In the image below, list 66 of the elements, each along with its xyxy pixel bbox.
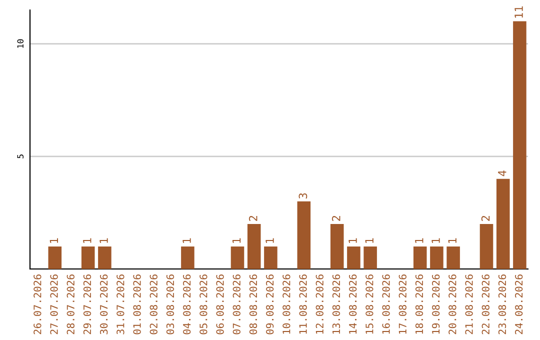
x-tick-label: 06.08.2026 (216, 274, 224, 334)
y-tick-label: 5 (17, 154, 24, 158)
x-tick-label: 14.08.2026 (349, 274, 357, 334)
x-tick-label: 16.08.2026 (382, 274, 390, 334)
x-tick-label: 02.08.2026 (150, 274, 158, 334)
x-tick-label: 01.08.2026 (133, 274, 141, 334)
x-tick-label: 28.07.2026 (66, 274, 74, 334)
data-label: 3 (298, 193, 308, 198)
bar (48, 246, 62, 269)
data-label: 4 (498, 170, 506, 176)
x-tick-label: 18.08.2026 (415, 274, 424, 334)
data-label: 1 (365, 238, 374, 243)
x-tick-label: 15.08.2026 (366, 274, 374, 334)
data-label: 1 (83, 238, 92, 243)
x-tick-label: 23.08.2026 (498, 274, 506, 334)
bar (98, 246, 112, 269)
data-label: 1 (182, 238, 191, 243)
bar (81, 246, 95, 269)
bar (446, 246, 460, 269)
x-tick-label: 10.08.2026 (282, 274, 290, 334)
data-label: 11 (514, 6, 523, 18)
x-tick-label: 27.07.2026 (50, 274, 58, 334)
data-label: 2 (332, 216, 340, 221)
bar (230, 246, 244, 269)
x-tick-label: 21.08.2026 (465, 274, 473, 334)
x-tick-label: 11.08.2026 (299, 274, 307, 334)
x-tick-label: 13.08.2026 (332, 274, 340, 334)
data-label: 1 (100, 238, 108, 243)
x-tick-label: 30.07.2026 (100, 274, 108, 334)
data-label: 2 (481, 216, 490, 221)
data-label: 1 (415, 238, 424, 243)
x-tick-label: 26.07.2026 (34, 274, 42, 334)
data-label: 1 (348, 238, 357, 243)
y-tick-label: 10 (17, 39, 24, 48)
bar (330, 224, 344, 269)
x-tick-label: 19.08.2026 (432, 274, 440, 334)
data-label: 1 (448, 238, 456, 243)
data-label: 1 (432, 238, 440, 243)
x-tick-label: 29.07.2026 (83, 274, 92, 334)
x-tick-label: 09.08.2026 (266, 274, 274, 334)
bar (513, 21, 526, 269)
x-tick-label: 20.08.2026 (448, 274, 456, 334)
bar (347, 246, 360, 269)
x-tick-label: 12.08.2026 (316, 274, 324, 334)
x-tick-label: 08.08.2026 (249, 274, 258, 334)
data-label: 1 (232, 238, 241, 243)
x-tick-label: 17.08.2026 (398, 274, 406, 334)
bar (364, 246, 377, 269)
data-label: 1 (266, 238, 274, 243)
bar (247, 224, 261, 269)
data-label: 2 (248, 216, 258, 221)
bar (430, 246, 444, 269)
bar (496, 178, 510, 269)
bar (413, 246, 427, 269)
x-tick-label: 22.08.2026 (482, 274, 490, 334)
x-tick-label: 04.08.2026 (183, 274, 191, 334)
x-tick-label: 24.08.2026 (515, 274, 523, 334)
x-tick-label: 03.08.2026 (166, 274, 174, 334)
data-label: 1 (50, 238, 58, 243)
x-tick-label: 07.08.2026 (232, 274, 240, 334)
x-tick-label: 05.08.2026 (200, 274, 208, 334)
x-tick-label: 31.07.2026 (116, 274, 124, 334)
bar (297, 201, 311, 269)
bar (264, 246, 278, 269)
bar (480, 224, 494, 269)
bar (181, 246, 194, 269)
